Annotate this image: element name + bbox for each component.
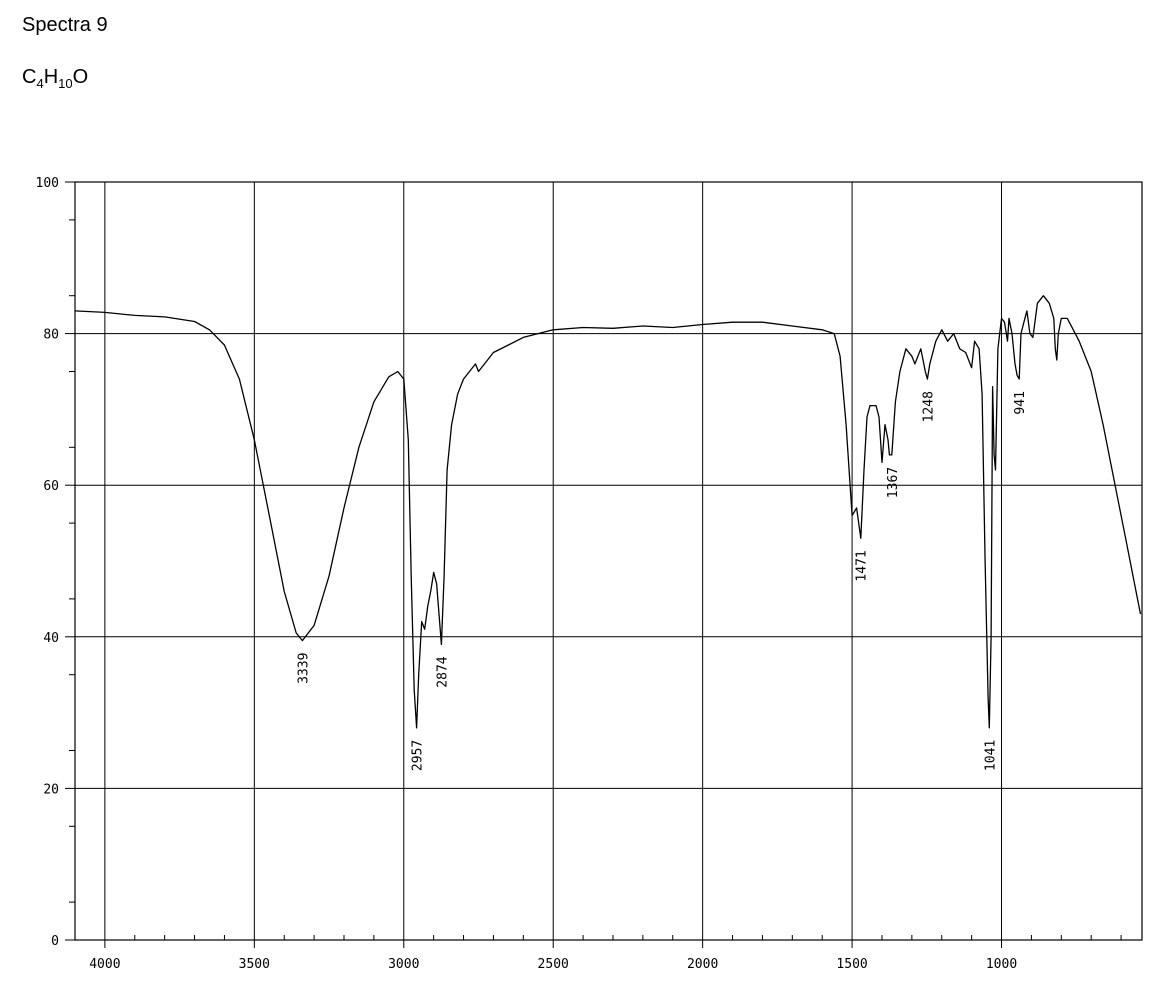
y-tick-label: 80 bbox=[43, 328, 59, 343]
formula-symbol-c: C bbox=[22, 66, 37, 88]
y-tick-label: 20 bbox=[43, 782, 59, 797]
spectrum-line bbox=[74, 295, 1142, 729]
peak-label: 3339 bbox=[296, 653, 311, 684]
peak-label: 1041 bbox=[983, 740, 998, 771]
peak-label: 941 bbox=[1013, 391, 1028, 414]
molecular-formula: C4H10O bbox=[22, 66, 88, 91]
y-tick-label: 40 bbox=[43, 631, 59, 646]
plot-frame bbox=[74, 181, 1143, 941]
x-tick-label: 3000 bbox=[388, 957, 419, 972]
y-tick-label: 100 bbox=[36, 176, 59, 191]
peak-label: 2957 bbox=[411, 740, 426, 771]
formula-subscript-c: 4 bbox=[36, 76, 44, 91]
y-tick-label: 0 bbox=[51, 934, 59, 949]
formula-symbol-h: H bbox=[43, 66, 59, 88]
x-tick-label: 1500 bbox=[836, 957, 867, 972]
peak-label: 1471 bbox=[855, 550, 870, 581]
x-tick-label: 1000 bbox=[986, 957, 1017, 972]
x-tick-label: 2500 bbox=[538, 957, 569, 972]
x-tick-label: 3500 bbox=[239, 957, 270, 972]
formula-symbol-o: O bbox=[72, 66, 89, 88]
x-tick-label: 2000 bbox=[687, 957, 718, 972]
peak-label: 1367 bbox=[886, 467, 901, 498]
y-tick-label: 60 bbox=[43, 479, 59, 494]
formula-subscript-h: 10 bbox=[58, 76, 73, 91]
x-tick-label: 4000 bbox=[89, 957, 120, 972]
chart-title: Spectra 9 bbox=[22, 14, 108, 36]
peak-label: 2874 bbox=[435, 656, 450, 687]
peak-label: 1248 bbox=[921, 391, 936, 422]
